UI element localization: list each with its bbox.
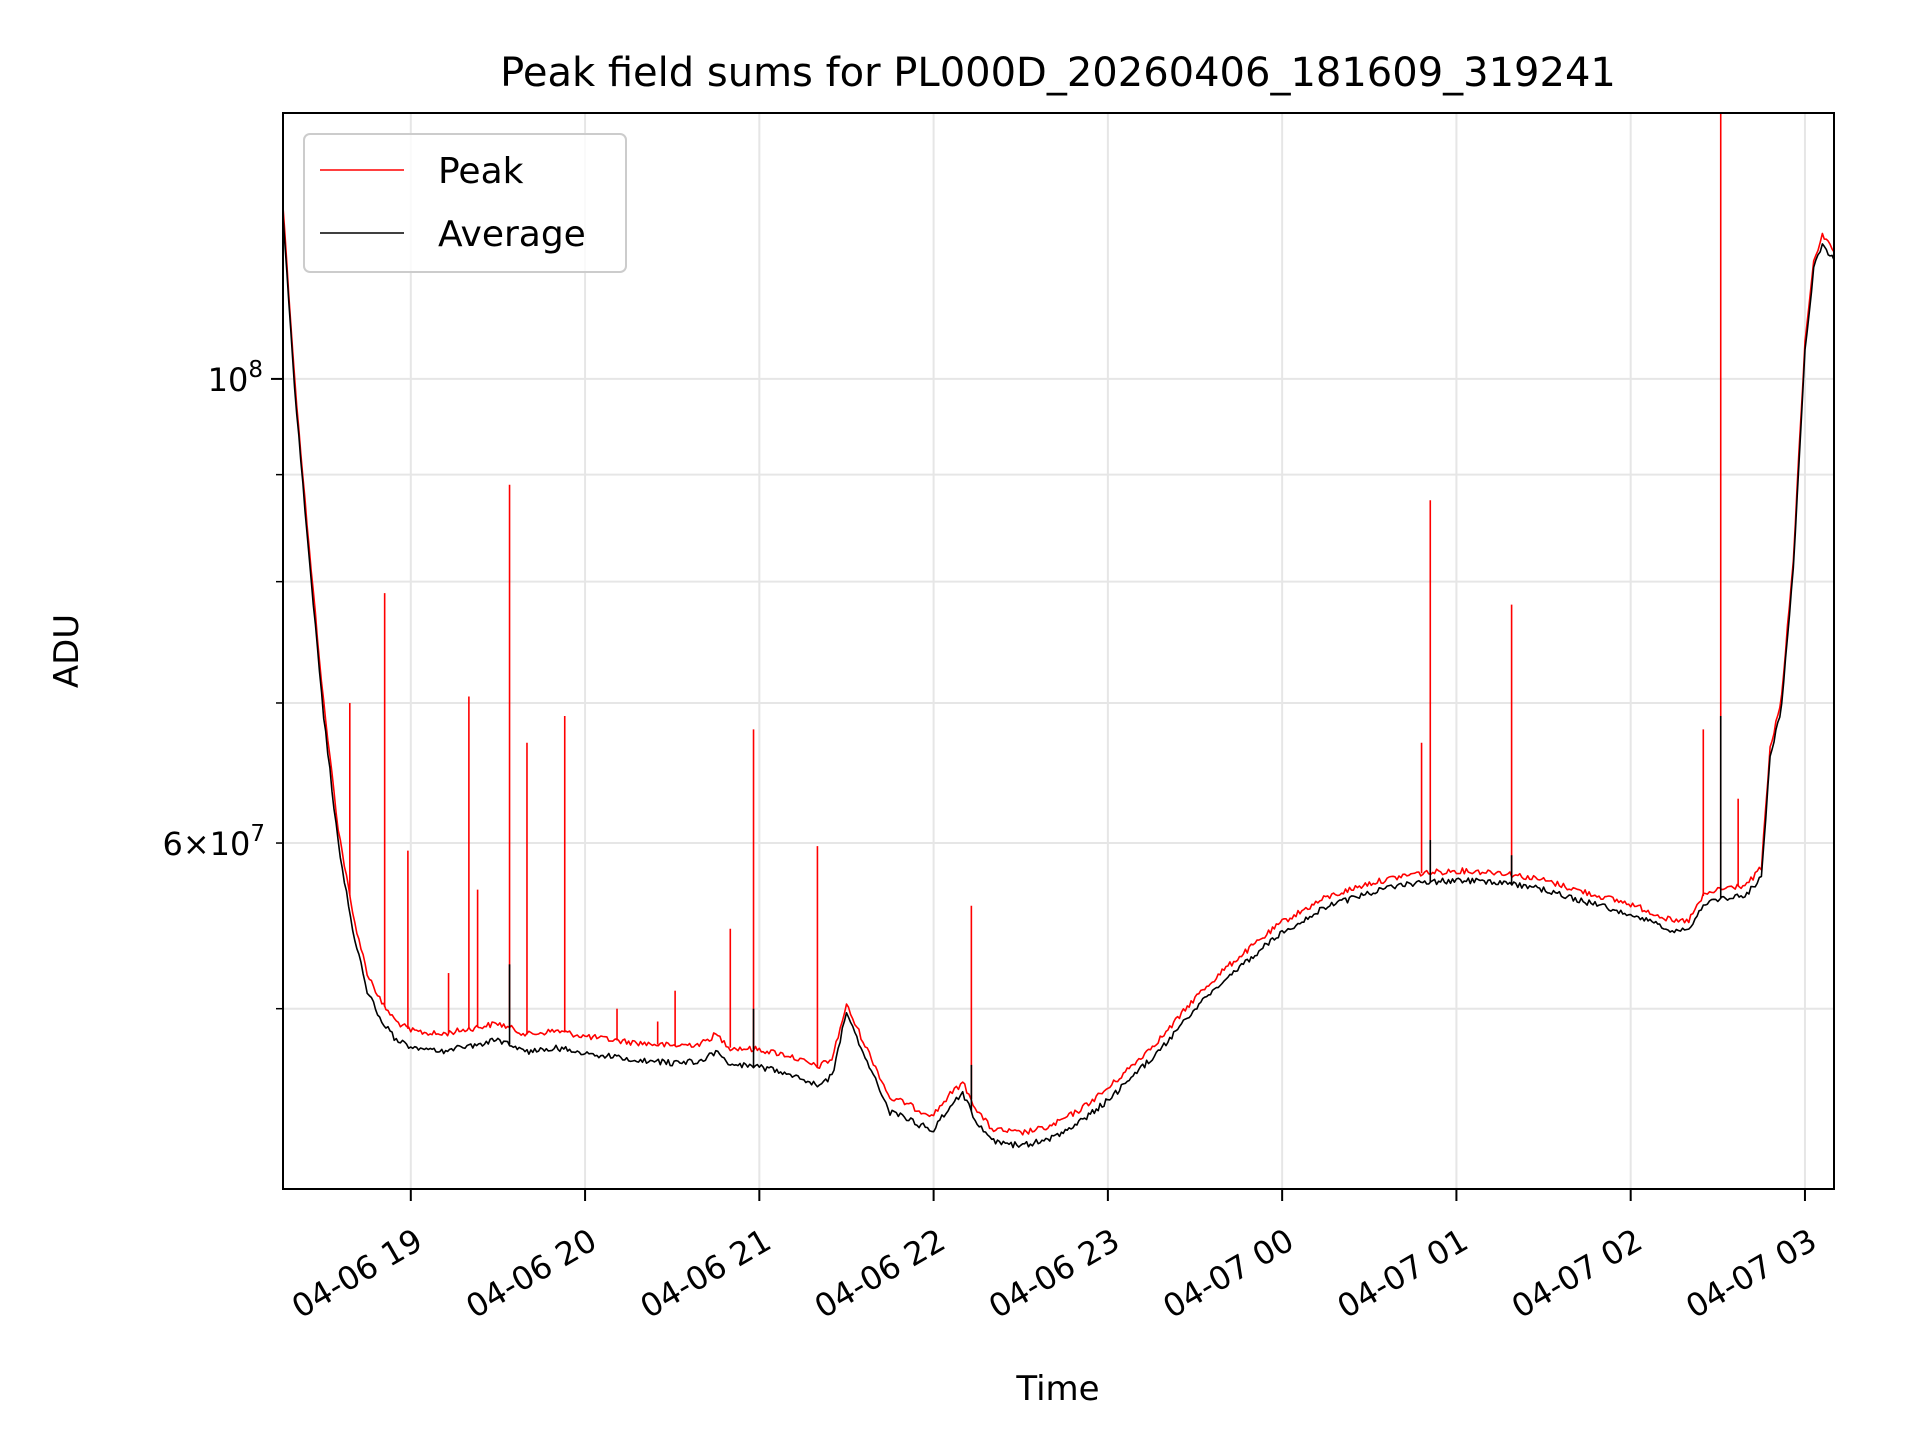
series-layer — [283, 113, 1834, 1149]
y-axis-label: ADU — [47, 614, 87, 688]
y-tick-label: 108 — [208, 357, 263, 399]
y-axis: 108 6×107 — [162, 357, 283, 1010]
series-line-peak — [283, 206, 1834, 1136]
y-tick-label: 6×107 — [162, 821, 265, 863]
series-line-average — [283, 215, 1834, 1149]
grid — [283, 113, 1834, 1189]
x-axis-label: Time — [1015, 1369, 1099, 1409]
legend-box — [303, 133, 627, 273]
chart-title: Peak field sums for PL000D_20260406_1816… — [500, 50, 1616, 96]
plot-frame — [282, 112, 1835, 1190]
legend-label-peak: Peak — [438, 151, 524, 192]
legend-label-average: Average — [438, 214, 586, 255]
legend: Peak Average — [303, 133, 627, 273]
